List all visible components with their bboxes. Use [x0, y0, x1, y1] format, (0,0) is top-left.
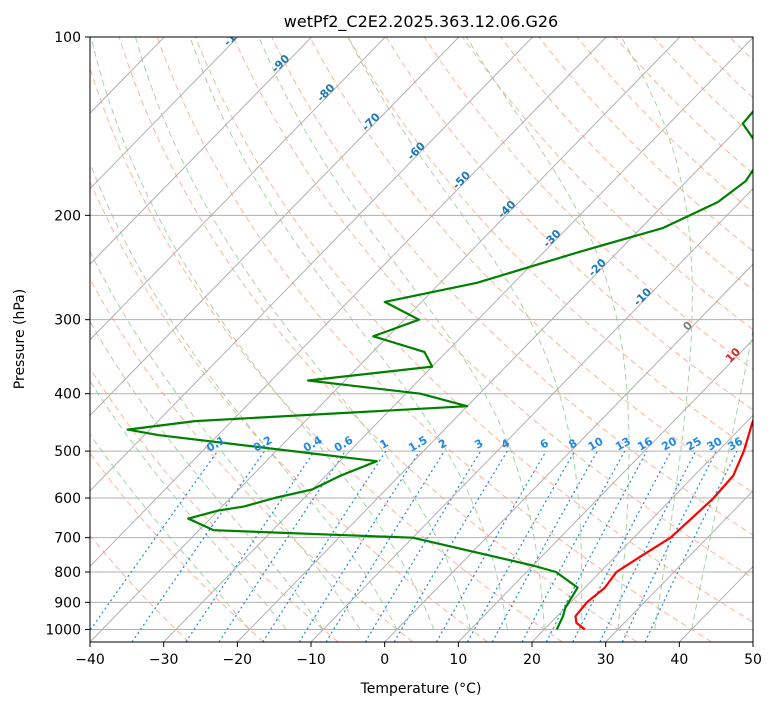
- y-axis-title: Pressure (hPa): [12, 289, 28, 389]
- mixing-ratio-line: [262, 450, 387, 642]
- y-tick-label: 500: [54, 444, 81, 460]
- mixing-ratio-line: [218, 450, 346, 642]
- dewpoint-line: [126, 109, 753, 630]
- y-tick-label: 400: [54, 387, 81, 403]
- moist-adiabat: [620, 37, 693, 630]
- y-tick-label: 1000: [45, 622, 81, 638]
- y-tick-label: 600: [54, 491, 81, 507]
- moist-adiabat: [691, 327, 753, 630]
- dry-adiabat: [309, 37, 753, 494]
- y-tick-label: 900: [54, 595, 81, 611]
- plot-frame: [89, 36, 754, 643]
- dry-adiabat: [194, 37, 753, 623]
- isotherm-line: [90, 37, 312, 265]
- mixing-ratio-line: [599, 450, 697, 642]
- dry-adiabat: [90, 66, 563, 642]
- y-tick-label: 700: [54, 531, 81, 547]
- moist-adiabat: [90, 380, 287, 630]
- y-tick-label: 800: [54, 565, 81, 581]
- isotherm-line: [90, 37, 533, 492]
- mixing-ratio-line: [435, 450, 547, 642]
- moist-adiabat: [465, 37, 630, 630]
- isotherm-line: [531, 414, 753, 642]
- x-tick-label: 30: [597, 652, 615, 668]
- ticks-layer: −40 −30 −20 −10 0 10 20 30 40 50 100 200 300 400 500 60…: [45, 30, 762, 668]
- dry-adiabat: [90, 180, 488, 642]
- x-tick-label: 50: [744, 652, 762, 668]
- isotherm-line: [90, 37, 607, 568]
- moist-adiabat: [90, 250, 361, 630]
- y-tick-label: 300: [54, 313, 81, 329]
- moist-adiabat: [90, 37, 435, 630]
- dry-adiabat: [90, 367, 339, 642]
- x-tick-label: −10: [296, 652, 326, 668]
- isotherm-line: [236, 112, 753, 642]
- mixing-ratio-line: [90, 450, 219, 632]
- isotherm-line: [457, 339, 753, 642]
- y-tick-label: 100: [54, 30, 81, 46]
- temperature-line: [574, 417, 753, 631]
- dry-adiabat: [118, 37, 638, 642]
- isotherm-line: [384, 263, 753, 642]
- moist-adiabat: [258, 37, 545, 630]
- isotherm-line: [90, 37, 460, 417]
- mixing-ratio-line: [325, 450, 446, 642]
- x-tick-label: 10: [449, 652, 467, 668]
- moist-adiabat: [90, 161, 398, 630]
- x-tick-label: 40: [670, 652, 688, 668]
- dry-adiabat: [347, 37, 753, 452]
- series-layer: [126, 109, 753, 631]
- mixing-ratio-line: [521, 450, 626, 642]
- isotherm-line: [90, 37, 239, 190]
- chart-title: wetPf2_C2E2.2025.363.12.06.G26: [284, 12, 558, 32]
- mixing-ratio-line: [364, 450, 482, 642]
- x-tick-label: −30: [149, 652, 179, 668]
- x-tick-label: −20: [223, 652, 253, 668]
- x-tick-label: 20: [523, 652, 541, 668]
- moist-adiabat: [90, 433, 250, 630]
- mixing-ratio-line: [466, 450, 576, 642]
- x-tick-label: 0: [380, 652, 389, 668]
- isotherm-label: -100: [221, 20, 250, 49]
- x-tick-label: −40: [75, 652, 105, 668]
- mixing-ratio-line: [572, 450, 672, 642]
- mixing-ratio-line: [621, 450, 717, 642]
- dry-adiabat: [90, 452, 264, 642]
- moist-adiabat: [347, 37, 583, 630]
- mixing-ratio-line: [545, 450, 648, 642]
- mixing-ratio-line: [491, 450, 598, 642]
- moist-adiabat: [189, 37, 508, 630]
- mixing-ratio-line: [393, 450, 508, 642]
- dry-adiabat: [385, 37, 753, 411]
- x-axis-title: Temperature (°C): [360, 681, 482, 697]
- dry-adiabat: [233, 37, 753, 579]
- y-tick-label: 200: [54, 208, 81, 224]
- isotherm-line: [163, 37, 753, 642]
- isotherm-line: [310, 187, 753, 642]
- isotherm-line: [605, 490, 753, 642]
